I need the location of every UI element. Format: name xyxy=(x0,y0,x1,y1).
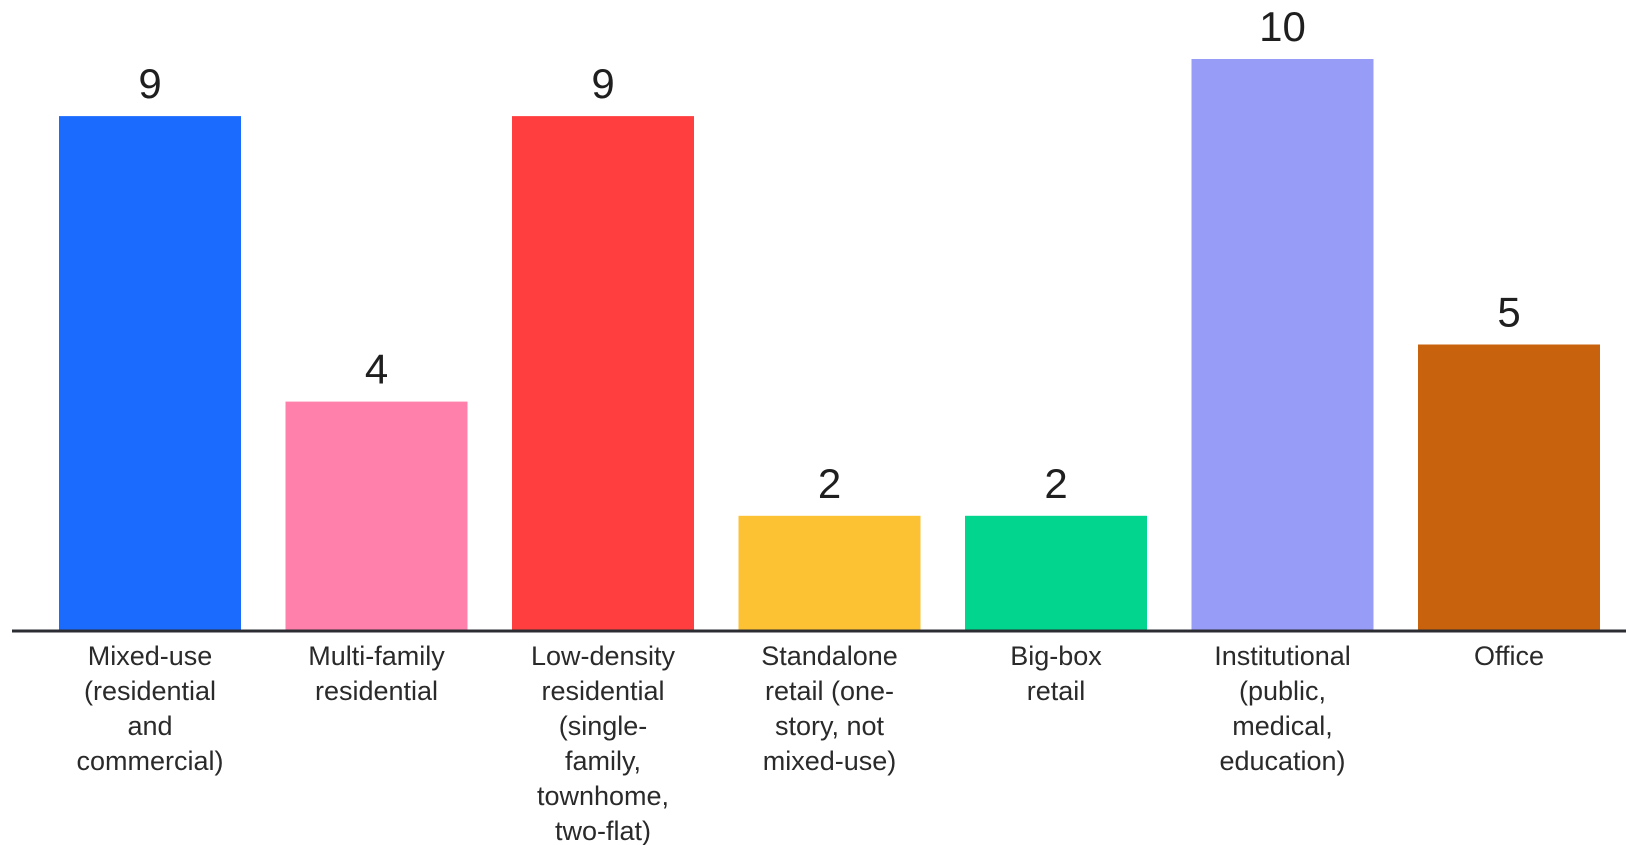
bar-4 xyxy=(738,515,921,630)
category-label-line: two-flat) xyxy=(555,816,651,845)
category-label-line: Institutional xyxy=(1214,641,1351,671)
category-label-line: Mixed-use xyxy=(88,641,213,671)
category-label-line: (residential xyxy=(84,676,216,706)
bar-7 xyxy=(1418,344,1600,630)
category-label-6: Institutional (public, medical, education) xyxy=(1214,641,1351,776)
category-label-1: Mixed-use (residential and commercial) xyxy=(76,641,223,776)
category-label-3: Low-density residential (single-family, tow… xyxy=(531,641,676,845)
category-label-line: residential xyxy=(315,676,438,706)
bars-group xyxy=(59,59,1600,631)
value-label-4: 2 xyxy=(818,460,841,507)
category-label-line: (public, xyxy=(1239,676,1326,706)
value-label-3: 9 xyxy=(591,60,614,107)
category-label-line: story, not xyxy=(775,711,885,741)
category-label-line: family, xyxy=(565,746,641,776)
category-label-line: Standalone xyxy=(761,641,898,671)
category-label-4: Standalone retail (one-story, not mixed-us… xyxy=(761,641,898,776)
value-label-5: 2 xyxy=(1044,460,1067,507)
category-label-line: residential xyxy=(541,676,664,706)
bar-1 xyxy=(59,116,241,631)
category-label-line: (single- xyxy=(559,711,648,741)
category-label-line: medical, xyxy=(1232,711,1333,741)
category-label-line: education) xyxy=(1219,746,1345,776)
category-label-7: Office xyxy=(1474,641,1544,671)
value-label-6: 10 xyxy=(1259,3,1306,50)
value-label-2: 4 xyxy=(365,346,388,393)
value-label-7: 5 xyxy=(1497,289,1520,336)
category-label-2: Multi-family residential xyxy=(308,641,445,706)
category-label-line: Multi-family xyxy=(308,641,445,671)
bar-3 xyxy=(512,116,694,631)
category-label-5: Big-box retail xyxy=(1010,641,1102,706)
category-label-line: retail xyxy=(1027,676,1086,706)
category-label-line: mixed-use) xyxy=(763,746,897,776)
bar-2 xyxy=(285,401,468,630)
bar-5 xyxy=(965,515,1147,630)
value-label-1: 9 xyxy=(138,60,161,107)
category-label-line: Low-density xyxy=(531,641,676,671)
category-label-line: Office xyxy=(1474,641,1544,671)
value-labels-group: 9 4 9 2 2 10 5 xyxy=(138,3,1520,507)
category-labels-group: Mixed-use (residential and commercial) Multi… xyxy=(76,641,1544,845)
category-label-line: and xyxy=(127,711,172,741)
category-label-line: townhome, xyxy=(537,781,669,811)
category-label-line: retail (one- xyxy=(765,676,894,706)
bar-6 xyxy=(1191,59,1374,630)
category-label-line: Big-box xyxy=(1010,641,1102,671)
category-label-line: commercial) xyxy=(76,746,223,776)
